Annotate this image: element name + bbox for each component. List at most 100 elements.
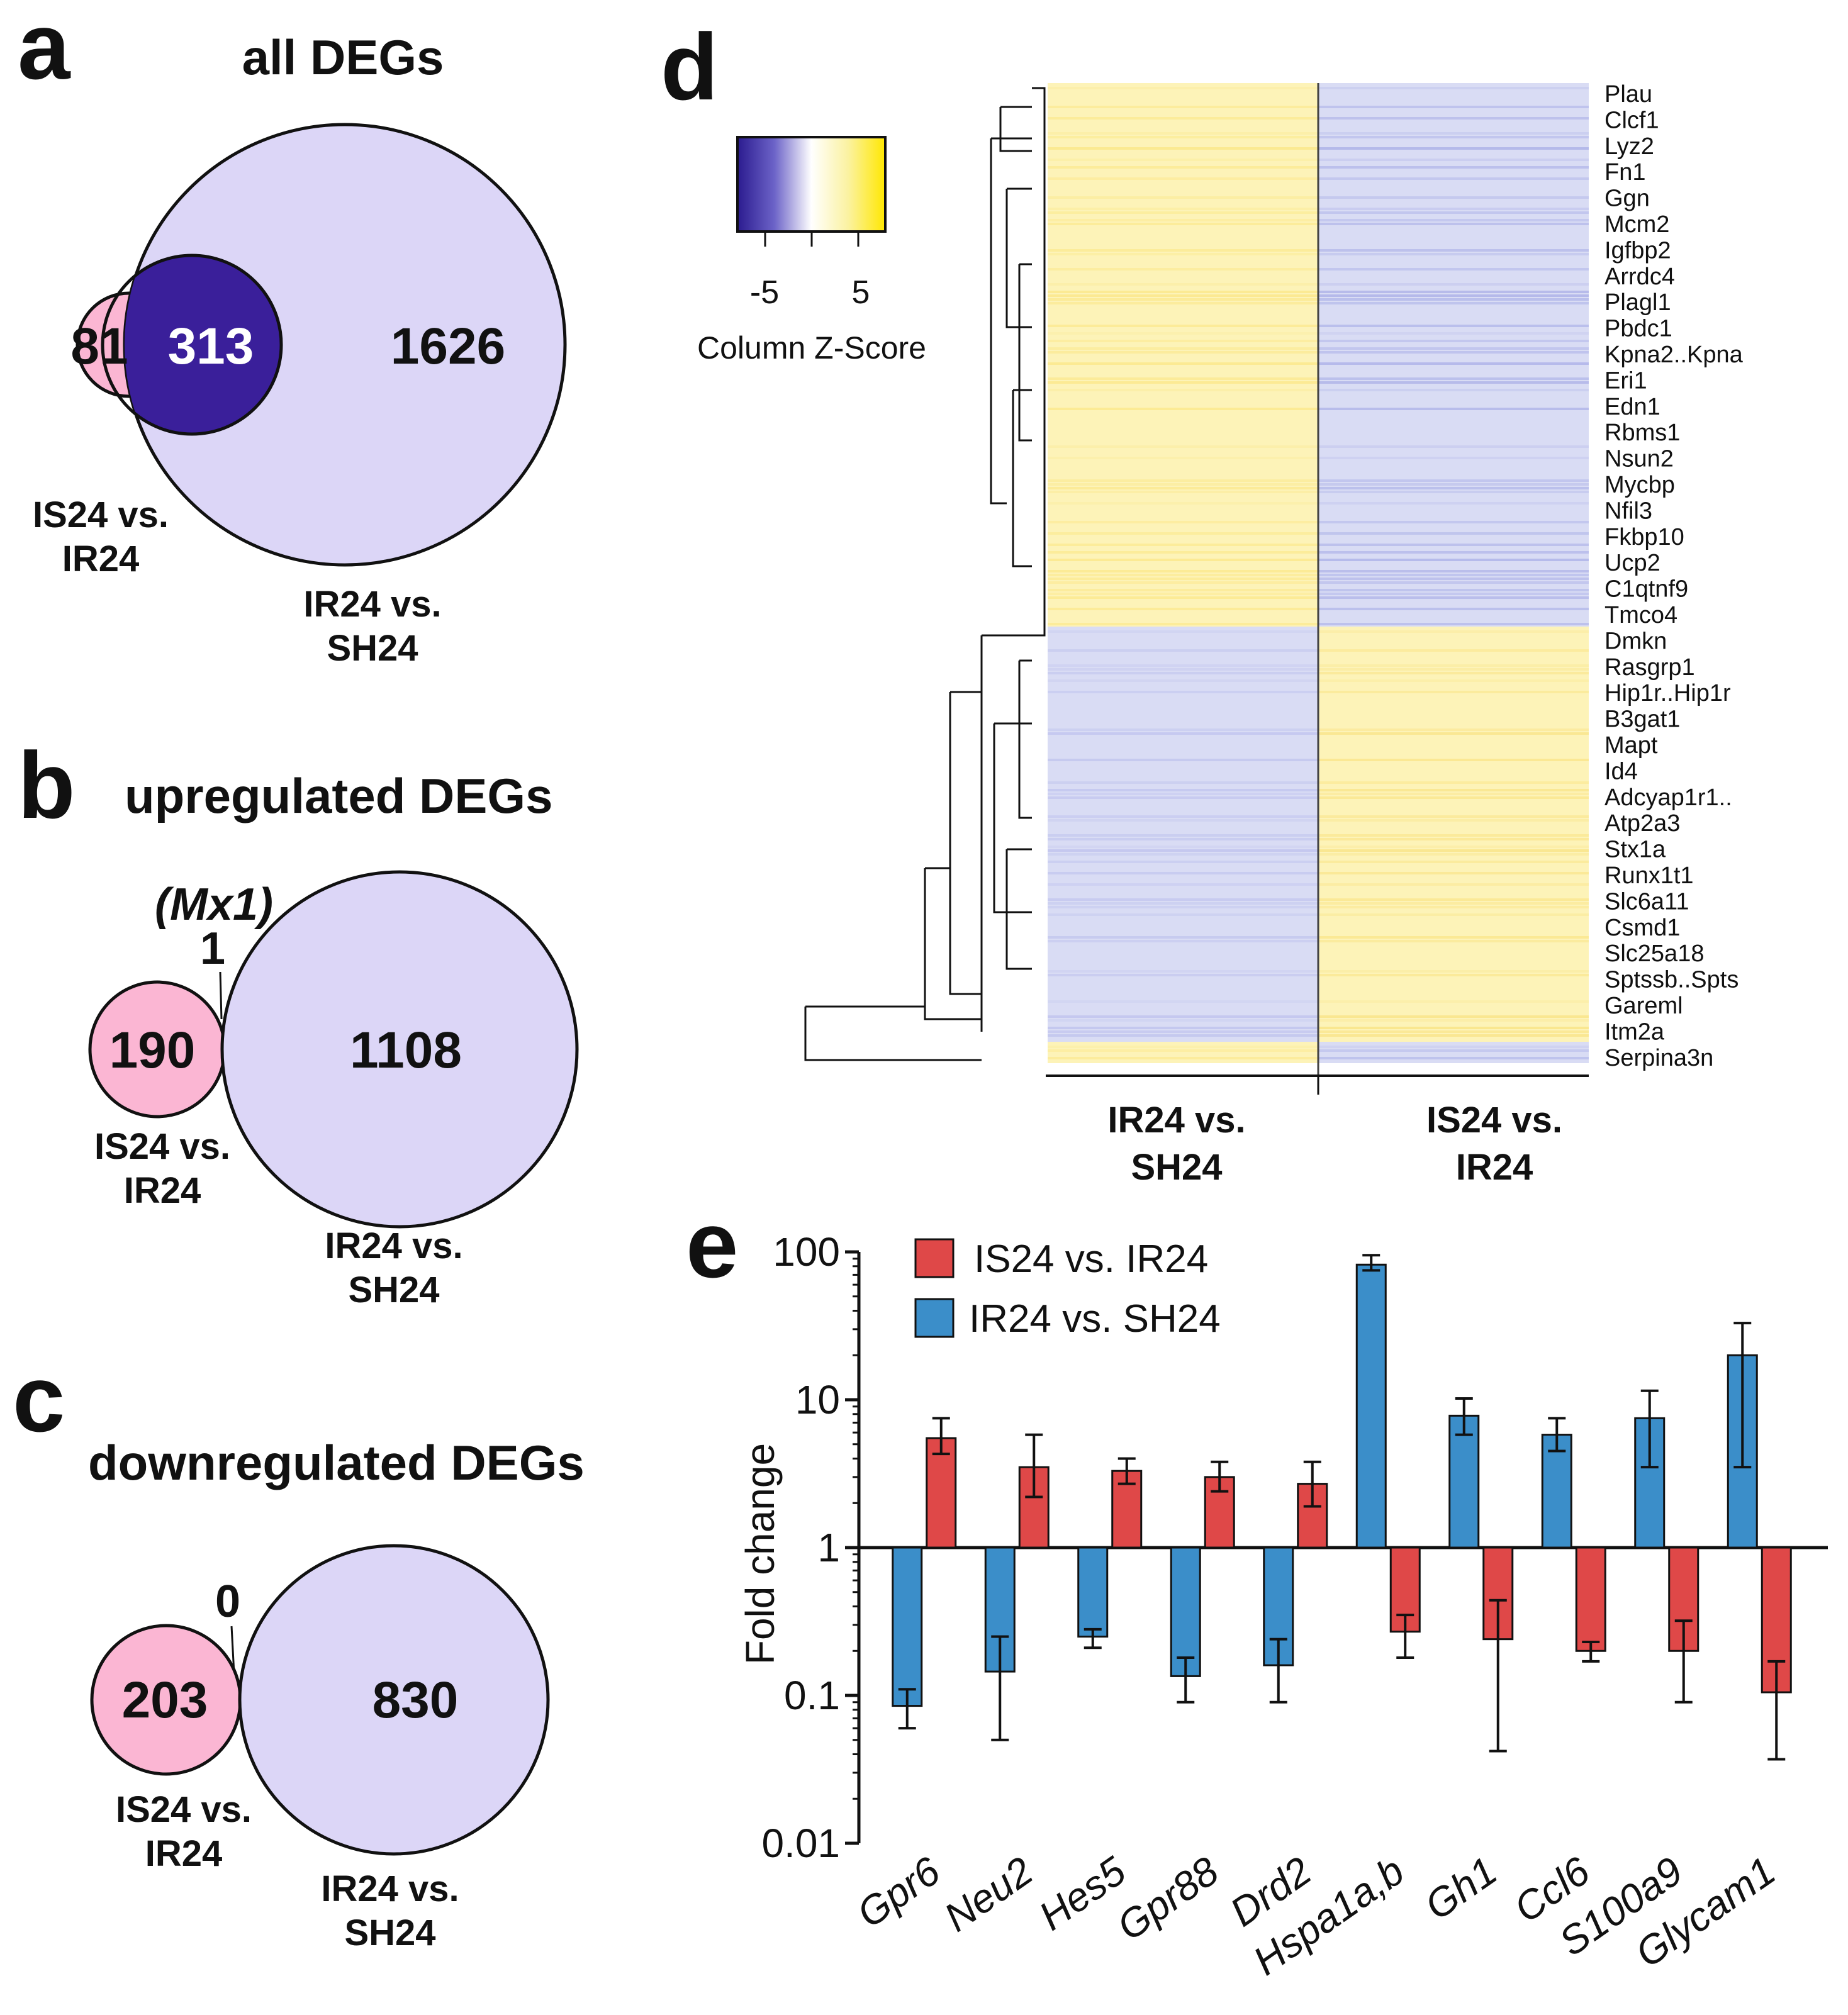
bar-ir24-vs-sh24-Gh1 <box>1448 1414 1480 1549</box>
heatmap-stripe <box>1048 936 1318 939</box>
heatmap-stripe <box>1048 208 1318 210</box>
heatmap-stripe <box>1318 1049 1589 1052</box>
heatmap-stripe <box>1318 898 1589 901</box>
x-category-label: Gpr88 <box>1109 1848 1226 1949</box>
venn-up-label-right-line1: IR24 vs. <box>325 1225 462 1266</box>
heatmap-stripe <box>1048 649 1318 652</box>
heatmap-stripe <box>1048 570 1318 572</box>
heatmap-stripe <box>1048 1000 1318 1003</box>
heatmap-stripe <box>1318 574 1589 576</box>
heatmap-stripe <box>1318 1027 1589 1029</box>
heatmap-stripe <box>1048 166 1318 169</box>
gene-label: Runx1t1 <box>1604 862 1694 889</box>
heatmap-stripe <box>1318 408 1589 410</box>
heatmap-stripe <box>1048 136 1318 138</box>
heatmap-stripe <box>1318 872 1589 874</box>
venn-up-label-left-line2: IR24 <box>124 1170 201 1211</box>
gene-label: Adcyap1r1.. <box>1604 784 1732 811</box>
heatmap-stripe <box>1318 132 1589 135</box>
x-category-label: Gh1 <box>1416 1848 1504 1928</box>
y-tick-label: 1 <box>817 1525 840 1570</box>
heatmap-stripe <box>1318 861 1589 863</box>
heatmap-stripe <box>1048 389 1318 391</box>
heatmap-stripe <box>1318 672 1589 674</box>
heatmap-stripe <box>1318 913 1589 916</box>
venn-count-down-right: 830 <box>372 1672 459 1729</box>
heatmap-stripe <box>1048 608 1318 610</box>
gene-label: Serpina3n <box>1604 1045 1713 1071</box>
legend-swatch-is24-vs-ir24 <box>914 1238 955 1278</box>
heatmap-stripe <box>1048 219 1318 221</box>
heatmap-stripe <box>1048 347 1318 350</box>
heatmap-stripe <box>1048 291 1318 293</box>
y-tick-label: 100 <box>773 1229 840 1275</box>
heatmap-stripe <box>1048 298 1318 301</box>
heatmap-stripe <box>1318 106 1589 108</box>
gene-label: Mcm2 <box>1604 211 1669 238</box>
heatmap-stripe <box>1048 849 1318 852</box>
gene-label: Tmco4 <box>1604 602 1677 628</box>
heatmap-stripe <box>1318 883 1589 886</box>
heatmap-stripe <box>1048 377 1318 380</box>
heatmap-stripe <box>1318 936 1589 939</box>
heatmap-stripe <box>1048 974 1318 976</box>
gene-label: Nsun2 <box>1604 446 1674 472</box>
gene-label: Igfbp2 <box>1604 237 1671 264</box>
heatmap-stripe <box>1318 117 1589 120</box>
heatmap-stripe <box>1048 351 1318 354</box>
heatmap-stripe <box>1318 581 1589 584</box>
gene-label: Nfil3 <box>1604 498 1652 524</box>
heatmap-stripe <box>1318 291 1589 293</box>
heatmap-stripe <box>1318 502 1589 505</box>
bar-is24-vs-ir24-Ccl6 <box>1575 1546 1606 1652</box>
heatmap-stripe <box>1318 815 1589 818</box>
heatmap-stripe <box>1048 898 1318 901</box>
x-category-label: Neu2 <box>936 1848 1041 1940</box>
heatmap-stripe <box>1318 793 1589 795</box>
venn-down-label-right-line2: SH24 <box>344 1912 435 1953</box>
gene-label: Ggn <box>1604 186 1650 212</box>
heatmap-stripe <box>1048 132 1318 135</box>
heatmap-stripe <box>1048 177 1318 180</box>
heatmap-stripe <box>1048 196 1318 199</box>
scale-tick-label-pos: 5 <box>852 274 870 311</box>
heatmap-stripe <box>1318 849 1589 852</box>
gene-label: Fkbp10 <box>1604 524 1684 550</box>
gene-label: Atp2a3 <box>1604 810 1680 837</box>
legend-label: IS24 vs. IR24 <box>974 1237 1208 1281</box>
heatmap-stripe <box>1048 846 1318 848</box>
venn-down-label-left-line2: IR24 <box>145 1833 223 1874</box>
venn-title-all: all DEGs <box>242 30 444 85</box>
heatmap-stripe <box>1048 253 1318 255</box>
venn-count-down-left: 203 <box>122 1672 208 1729</box>
panel-a: a all DEGs 81 313 1626 IS24 vs. IR24 IR2… <box>18 0 567 669</box>
heatmap-stripe <box>1048 147 1318 150</box>
heatmap-stripe <box>1318 691 1589 693</box>
heatmap-stripe <box>1048 268 1318 271</box>
heatmap-stripe <box>1048 249 1318 252</box>
heatmap-stripe <box>1318 283 1589 286</box>
heatmap-stripe <box>1048 574 1318 576</box>
heatmap-stripe <box>1048 117 1318 120</box>
heatmap-stripe <box>1318 1019 1589 1022</box>
heatmap-stripe <box>1048 728 1318 731</box>
heatmap-stripe <box>1048 283 1318 286</box>
heatmap-stripe <box>1318 970 1589 973</box>
heatmap-col2-label-line2: IR24 <box>1456 1147 1533 1188</box>
heatmap-stripe <box>1318 906 1589 908</box>
heatmap-stripe <box>1318 223 1589 225</box>
venn-down-label-right-line1: IR24 vs. <box>321 1868 459 1909</box>
heatmap-stripe <box>1048 1046 1318 1048</box>
heatmap-stripe <box>1048 457 1318 459</box>
heatmap-stripe <box>1048 759 1318 761</box>
heatmap-stripe <box>1318 302 1589 304</box>
heatmap-block <box>1048 627 1318 1042</box>
venn-count-overlap: 313 <box>168 318 254 375</box>
panel-c: c downregulated DEGs 0 203 830 IS24 vs. … <box>13 1346 585 1953</box>
heatmap-stripe <box>1048 544 1318 546</box>
heatmap-stripe <box>1318 902 1589 905</box>
heatmap-stripe <box>1318 196 1589 199</box>
heatmap-stripe <box>1318 532 1589 535</box>
heatmap-stripe <box>1318 381 1589 384</box>
